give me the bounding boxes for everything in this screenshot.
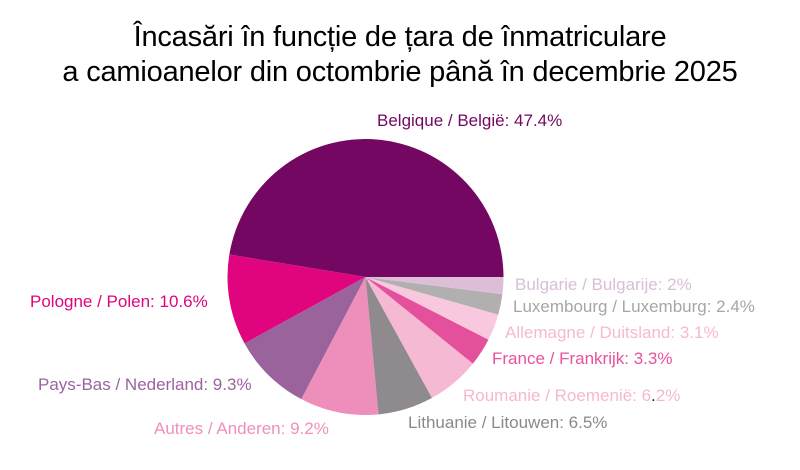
pie-label-luxembourg: Luxembourg / Luxemburg: 2.4% (513, 297, 755, 316)
pie-slice-belgique (229, 139, 504, 277)
pie-label-autres: Autres / Anderen: 9.2% (154, 419, 329, 438)
pie-label-roumanie-part-0: Roumanie / Roemenië: 6 (463, 386, 652, 405)
pie-slice-luxembourg (365, 277, 503, 315)
pie-label-bulgarie: Bulgarie / Bulgarije: 2% (515, 275, 692, 294)
pie-slice-lithuanie (365, 277, 432, 415)
pie-label-roumanie-part-1: . (651, 386, 656, 405)
pie-label-belgique: Belgique / België: 47.4% (377, 111, 563, 130)
chart-title: Încasări în funcție de țara de înmatricu… (0, 20, 800, 90)
pie-slice-paysbas (244, 277, 366, 400)
pie-slice-autres (301, 277, 379, 416)
pie-label-allemagne: Allemagne / Duitsland: 3.1% (505, 323, 719, 342)
chart-title-line-2: a camioanelor din octombrie până în dece… (62, 56, 738, 88)
pie-slice-roumanie (365, 277, 473, 398)
pie-slice-allemagne (365, 277, 499, 340)
pie-label-roumanie-part-2: 2% (655, 386, 681, 405)
pie-slice-france (365, 277, 489, 364)
pie-label-roumanie: Roumanie / Roemenië: 6.2% (463, 386, 680, 406)
pie-label-lithuanie: Lithuanie / Litouwen: 6.5% (408, 413, 608, 432)
pie-slice-bulgarie (365, 277, 504, 295)
pie-slice-pologne (227, 254, 366, 344)
pie-label-france: France / Frankrijk: 3.3% (492, 349, 673, 368)
pie-label-pologne: Pologne / Polen: 10.6% (30, 292, 208, 311)
pie-label-paysbas: Pays-Bas / Nederland: 9.3% (38, 375, 252, 394)
chart-title-line-1: Încasări în funcție de țara de înmatricu… (133, 21, 667, 53)
